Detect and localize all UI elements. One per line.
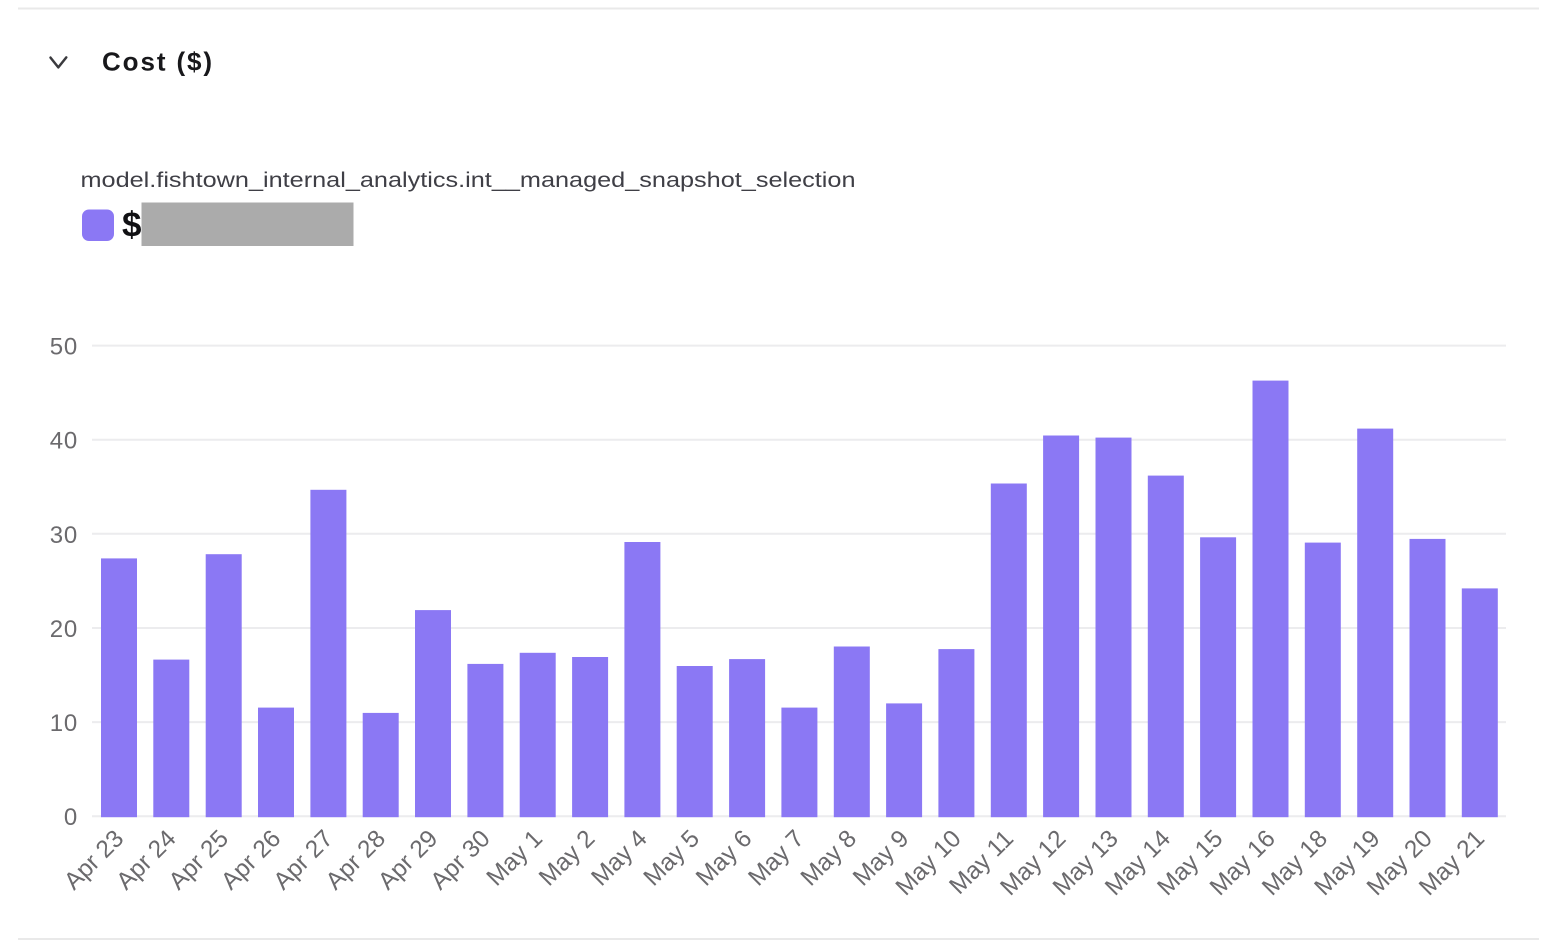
svg-text:May 1: May 1 xyxy=(482,825,548,891)
svg-text:May 8: May 8 xyxy=(796,825,862,891)
svg-text:50: 50 xyxy=(50,334,78,361)
svg-text:40: 40 xyxy=(50,428,78,455)
svg-text:10: 10 xyxy=(50,710,78,737)
svg-text:0: 0 xyxy=(64,804,78,831)
svg-text:May 2: May 2 xyxy=(534,825,600,891)
svg-text:May 5: May 5 xyxy=(639,825,705,891)
svg-text:model.fishtown_internal_analyt: model.fishtown_internal_analytics.int__m… xyxy=(81,168,856,192)
svg-text:May 7: May 7 xyxy=(743,825,809,891)
svg-text:May 4: May 4 xyxy=(586,825,652,891)
svg-text:Apr 30: Apr 30 xyxy=(426,825,496,895)
svg-text:30: 30 xyxy=(50,522,78,549)
svg-text:20: 20 xyxy=(50,616,78,643)
svg-text:Cost ($): Cost ($) xyxy=(102,47,214,77)
svg-text:$: $ xyxy=(122,206,141,245)
svg-text:May 6: May 6 xyxy=(691,825,757,891)
